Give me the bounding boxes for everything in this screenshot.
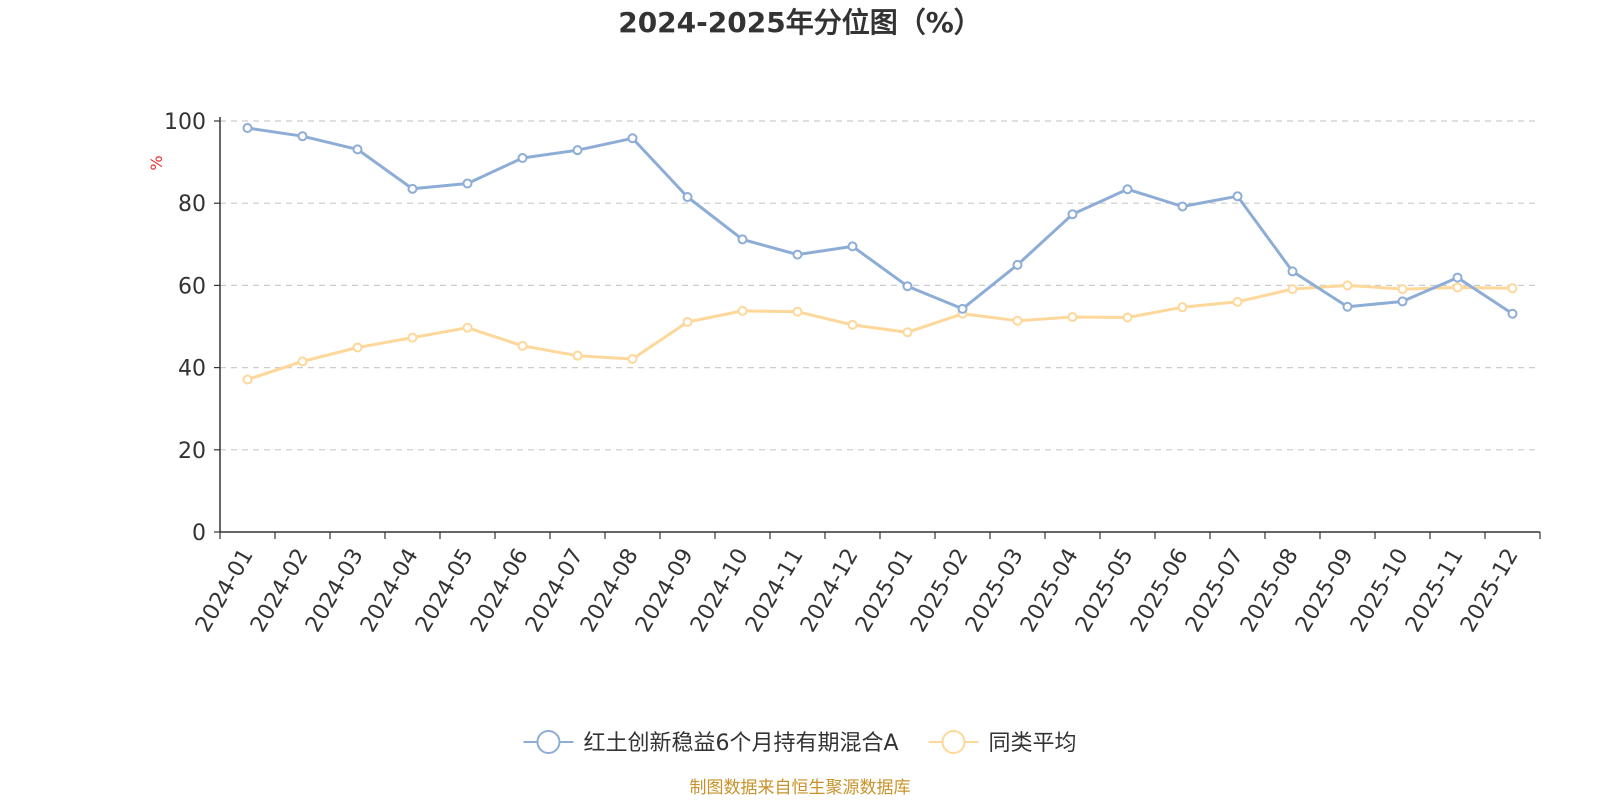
series-1-point bbox=[462, 178, 473, 189]
y-tick-label: 0 bbox=[192, 521, 206, 546]
series-1-point bbox=[352, 144, 363, 155]
legend-item-1: 红土创新稳益6个月持有期混合A bbox=[523, 730, 899, 756]
series-2-point bbox=[517, 340, 528, 351]
series-1-point bbox=[737, 234, 748, 245]
series-2-point bbox=[682, 316, 693, 327]
series-1-point bbox=[1397, 296, 1408, 307]
series-1-point bbox=[1507, 308, 1518, 319]
series-line-2 bbox=[247, 283, 1513, 381]
series-1-point bbox=[1122, 184, 1133, 195]
series-1-point bbox=[792, 249, 803, 260]
y-tick-label: 100 bbox=[164, 110, 206, 135]
series-2-point bbox=[902, 327, 913, 338]
series-2-point bbox=[297, 356, 308, 367]
legend-swatch-marker bbox=[536, 730, 561, 754]
series-lines bbox=[242, 122, 1518, 385]
series-1-point bbox=[1452, 272, 1463, 283]
y-axis-label: % bbox=[147, 155, 166, 170]
y-tick-label: 60 bbox=[178, 274, 206, 299]
series-2-point bbox=[1012, 315, 1023, 326]
series-2-point bbox=[352, 342, 363, 353]
series-1-point bbox=[1177, 201, 1188, 212]
series-2-point bbox=[847, 319, 858, 330]
series-2-point bbox=[792, 306, 803, 317]
series-2-point bbox=[1397, 284, 1408, 295]
series-1-point bbox=[1342, 301, 1353, 312]
chart-title: 2024-2025年分位图（%） bbox=[618, 6, 982, 39]
series-1-point bbox=[1232, 191, 1243, 202]
series-1-point bbox=[627, 133, 638, 144]
series-1-point bbox=[902, 281, 913, 292]
series-2-point bbox=[407, 332, 418, 343]
series-2-point bbox=[1287, 284, 1298, 295]
y-tick-label: 80 bbox=[178, 192, 206, 217]
legend-swatch-marker bbox=[941, 730, 966, 754]
series-1-point bbox=[517, 152, 528, 163]
legend: 红土创新稳益6个月持有期混合A 同类平均 bbox=[523, 730, 1077, 756]
series-2-point bbox=[1452, 282, 1463, 293]
y-tick-label: 40 bbox=[178, 357, 206, 382]
series-2-point bbox=[572, 350, 583, 361]
series-2-point bbox=[1232, 296, 1243, 307]
series-1-point bbox=[682, 192, 693, 203]
series-1-point bbox=[407, 183, 418, 194]
series-1-point bbox=[572, 145, 583, 156]
series-1-point bbox=[847, 241, 858, 252]
series-1-point bbox=[957, 303, 968, 314]
y-tick-label: 20 bbox=[178, 439, 206, 464]
legend-label: 同类平均 bbox=[989, 731, 1077, 756]
series-2-point bbox=[1067, 312, 1078, 323]
series-1-point bbox=[1287, 266, 1298, 277]
legend-label: 红土创新稳益6个月持有期混合A bbox=[583, 731, 898, 756]
axes: 0204060801002024-012024-022024-032024-04… bbox=[164, 110, 1541, 637]
grid-lines bbox=[220, 120, 1540, 451]
data-source-note: 制图数据来自恒生聚源数据库 bbox=[690, 778, 911, 798]
legend-item-2: 同类平均 bbox=[928, 730, 1077, 756]
series-2-point bbox=[627, 353, 638, 364]
series-2-point bbox=[1342, 280, 1353, 291]
series-2-point bbox=[1122, 312, 1133, 323]
series-1-point bbox=[1067, 209, 1078, 220]
series-2-point bbox=[242, 374, 253, 385]
series-1-point bbox=[242, 122, 253, 133]
series-1-point bbox=[297, 131, 308, 142]
series-1-point bbox=[1012, 259, 1023, 270]
series-2-point bbox=[1177, 302, 1188, 313]
series-2-point bbox=[1507, 283, 1518, 294]
series-2-point bbox=[462, 322, 473, 333]
series-2-point bbox=[737, 305, 748, 316]
series-line-1 bbox=[247, 126, 1514, 316]
